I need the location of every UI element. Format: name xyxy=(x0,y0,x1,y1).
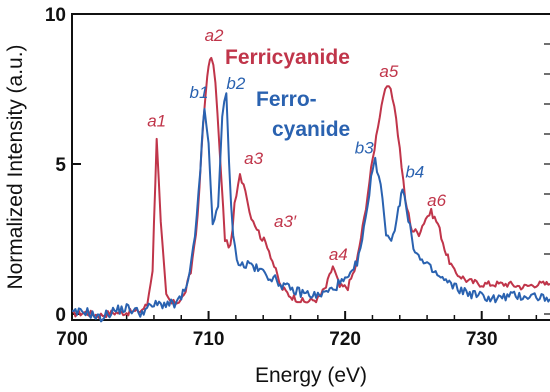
x-tick-label: 730 xyxy=(466,329,498,350)
legend-ferri-line-0: Ferricyanide xyxy=(225,46,350,69)
x-axis-ticks: 700 710 720 730 xyxy=(56,311,538,350)
ferri-series-line xyxy=(71,56,550,320)
peak-label-5: a5 xyxy=(379,62,398,81)
series-layer xyxy=(71,56,550,323)
peak-label-7: b1 xyxy=(190,83,209,102)
peak-label-8: b2 xyxy=(226,74,245,93)
peak-label-2: a3 xyxy=(244,149,263,168)
peak-label-6: a6 xyxy=(427,191,446,210)
y-tick-label: 5 xyxy=(55,155,66,176)
x-tick-label: 700 xyxy=(56,329,88,350)
x-tick-label: 710 xyxy=(193,329,225,350)
right-axis-ticks xyxy=(544,13,550,315)
y-axis-ticks: 0 5 10 xyxy=(45,5,81,326)
y-tick-label: 0 xyxy=(55,305,66,326)
legend-ferro-line-0: Ferro- xyxy=(256,88,317,111)
peak-label-10: b4 xyxy=(405,163,424,182)
ferro-series-line xyxy=(71,92,550,323)
x-tick-label: 720 xyxy=(329,329,361,350)
y-axis-title: Normalized Intensity (a.u.) xyxy=(4,44,27,289)
peak-label-4: a4 xyxy=(329,245,348,264)
plot-frame xyxy=(71,13,550,321)
peak-label-9: b3 xyxy=(355,139,374,158)
legend-ferro-line-1: cyanide xyxy=(272,118,350,141)
peak-label-1: a2 xyxy=(205,26,224,45)
peak-label-3: a3′ xyxy=(274,212,297,231)
x-axis-title: Energy (eV) xyxy=(255,364,367,387)
peak-label-0: a1 xyxy=(147,112,166,131)
legend: Ferricyanide Ferro-cyanide xyxy=(225,46,350,141)
plot-area: 700 710 720 730 0 5 10 a1 a2 a3 a3′ a4 a5 a6 b1 b2 b3 b… xyxy=(45,5,550,350)
peak-annotations: a1 a2 a3 a3′ a4 a5 a6 b1 b2 b3 b4 xyxy=(147,26,446,264)
y-tick-label: 10 xyxy=(45,5,66,26)
